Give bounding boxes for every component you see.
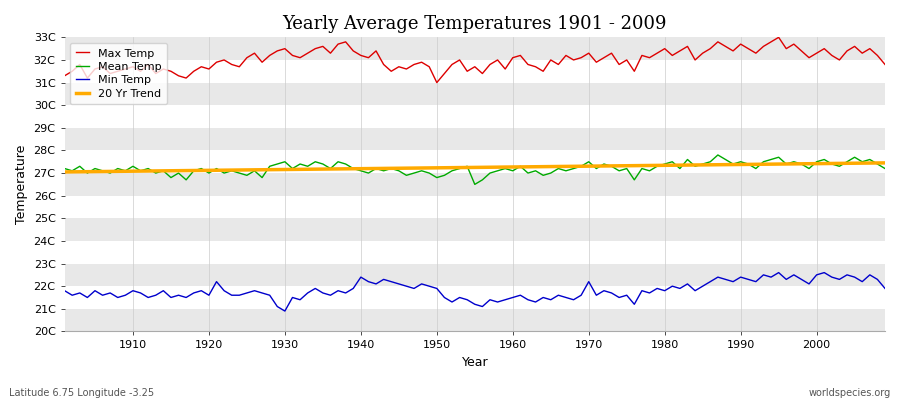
Min Temp [120,293,130,298]
Min Temp [508,295,518,300]
Bar [65,173,885,196]
Min Temp [280,309,291,314]
Bar [65,105,885,128]
Y-axis label: Temperature: Temperature [15,145,28,224]
Line: 20 Yr Trend: 20 Yr Trend [65,163,885,172]
Bar [65,150,885,173]
20 Yr Trend [333,166,344,171]
Bar [65,309,885,332]
Bar [65,82,885,105]
Max Temp [333,42,344,46]
Max Temp [773,35,784,40]
Min Temp [606,290,616,295]
20 Yr Trend [598,164,609,168]
Min Temp [879,286,890,291]
Legend: Max Temp, Mean Temp, Min Temp, 20 Yr Trend: Max Temp, Mean Temp, Min Temp, 20 Yr Tre… [70,43,167,104]
20 Yr Trend [120,169,130,174]
Max Temp [508,55,518,60]
Bar [65,196,885,218]
Mean Temp [606,164,616,169]
Mean Temp [879,166,890,171]
Min Temp [340,290,351,295]
Text: worldspecies.org: worldspecies.org [809,388,891,398]
Mean Temp [59,166,70,171]
Mean Temp [508,168,518,173]
Bar [65,264,885,286]
Bar [65,286,885,309]
Bar [65,60,885,82]
Line: Min Temp: Min Temp [65,272,885,311]
Max Temp [879,62,890,67]
Mean Temp [333,159,344,164]
Mean Temp [120,168,130,173]
20 Yr Trend [59,170,70,174]
Bar [65,128,885,150]
20 Yr Trend [500,165,510,170]
Bar [65,37,885,60]
Min Temp [515,293,526,298]
20 Yr Trend [879,160,890,165]
Line: Mean Temp: Mean Temp [65,155,885,184]
Min Temp [59,288,70,293]
Max Temp [120,67,130,72]
Mean Temp [713,152,724,157]
Mean Temp [515,164,526,169]
Max Temp [606,51,616,56]
20 Yr Trend [508,164,518,169]
Mean Temp [287,166,298,171]
Title: Yearly Average Temperatures 1901 - 2009: Yearly Average Temperatures 1901 - 2009 [283,15,667,33]
Max Temp [287,53,298,58]
Min Temp [773,270,784,275]
X-axis label: Year: Year [462,356,488,369]
Min Temp [294,297,305,302]
Mean Temp [470,182,481,187]
20 Yr Trend [287,167,298,172]
Bar [65,241,885,264]
Max Temp [431,80,442,85]
Line: Max Temp: Max Temp [65,37,885,82]
Max Temp [515,53,526,58]
Bar [65,218,885,241]
Text: Latitude 6.75 Longitude -3.25: Latitude 6.75 Longitude -3.25 [9,388,154,398]
Max Temp [59,73,70,78]
